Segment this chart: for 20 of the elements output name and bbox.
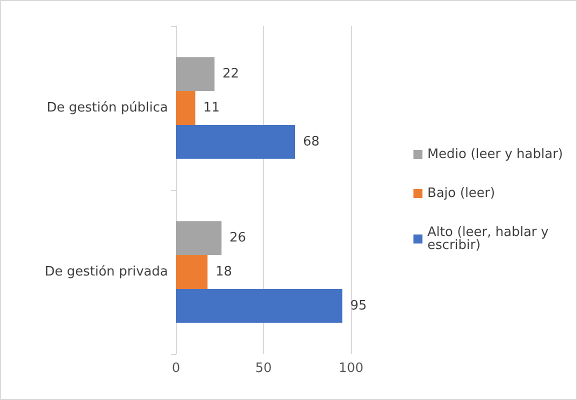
bar	[176, 288, 342, 323]
y-tick-label: De gestión pública	[46, 100, 168, 116]
legend-label: Alto (leer, hablar y escribir)	[427, 225, 553, 253]
bar	[176, 221, 222, 256]
y-tick-label: De gestión privada	[44, 264, 168, 280]
data-label: 68	[303, 134, 320, 150]
data-label: 95	[350, 298, 367, 314]
legend-label: Bajo (leer)	[427, 186, 496, 201]
x-tick-label: 50	[255, 361, 272, 376]
bar	[176, 255, 208, 289]
bar	[176, 57, 214, 92]
data-label: 18	[216, 264, 232, 280]
bar	[176, 91, 196, 125]
data-label: 22	[222, 66, 240, 82]
legend-label: Medio (leer y hablar)	[427, 147, 564, 162]
data-label: 26	[230, 230, 246, 246]
x-tick-label: 0	[172, 361, 180, 376]
bar	[176, 124, 295, 159]
x-tick-label: 100	[338, 361, 364, 376]
data-label: 11	[203, 100, 220, 116]
